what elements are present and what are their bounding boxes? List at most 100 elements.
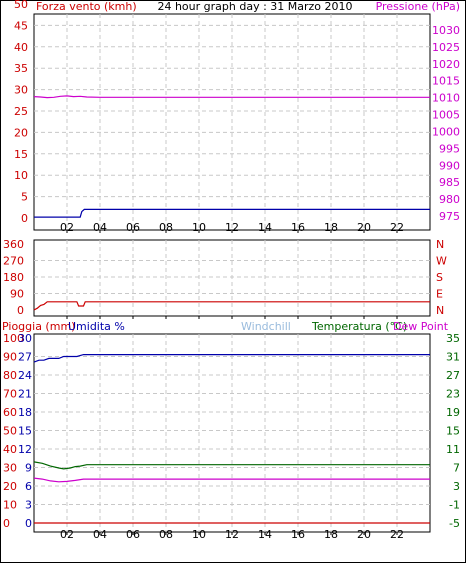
pressure-line [33, 95, 430, 99]
pressure-y-tick-label: 980 [439, 193, 460, 206]
direction-y-tick-label: 270 [3, 255, 24, 268]
wind-speed-line [34, 208, 430, 218]
wind-y-tick-label: 10 [14, 169, 28, 182]
rain-y-tick-label: 50 [3, 425, 17, 438]
x-tick-label: 16 [291, 221, 305, 234]
wind-y-tick-label: 45 [14, 19, 28, 32]
pressure-axis-title: Pressione (hPa) [376, 0, 460, 13]
rain-y-tick-label: 100 [3, 332, 24, 345]
x-tick-label: 14 [258, 528, 272, 541]
wind-direction-line [33, 301, 430, 311]
temperature-y-tick-label: 27 [446, 369, 460, 382]
compass-label: W [436, 255, 447, 268]
rain-humidity-temperature-chart: 0102030405060708090100036912151821242730… [3, 332, 460, 541]
humidity-y-tick-label: 18 [18, 406, 32, 419]
compass-label: E [436, 288, 443, 301]
rain-y-tick-label: 10 [3, 499, 17, 512]
temperature-y-tick-label: 7 [453, 462, 460, 475]
x-tick-label: 22 [390, 221, 404, 234]
x-tick-label: 16 [291, 528, 305, 541]
wind-y-tick-label: 0 [21, 212, 28, 225]
humidity-y-tick-label: 6 [25, 480, 32, 493]
x-tick-label: 14 [258, 221, 272, 234]
legend-humidity: Umidita % [68, 320, 125, 333]
pressure-y-tick-label: 1005 [432, 109, 460, 122]
pressure-y-tick-label: 985 [439, 176, 460, 189]
pressure-y-tick-label: 1015 [432, 75, 460, 88]
wind-axis-title: Forza vento (kmh) [36, 0, 137, 13]
rain-y-tick-label: 40 [3, 443, 17, 456]
rain-y-tick-label: 80 [3, 369, 17, 382]
humidity-y-tick-label: 15 [18, 425, 32, 438]
pressure-y-tick-label: 1000 [432, 125, 460, 138]
direction-y-tick-label: 360 [3, 238, 24, 251]
chart-title: 24 hour graph day : 31 Marzo 2010 [157, 0, 352, 13]
temperature-y-tick-label: -1 [449, 499, 460, 512]
humidity-y-tick-label: 21 [18, 388, 32, 401]
temperature-line [33, 461, 430, 470]
pressure-y-tick-label: 990 [439, 159, 460, 172]
rain-y-tick-label: 20 [3, 480, 17, 493]
wind-y-tick-label: 35 [14, 62, 28, 75]
pressure-y-tick-label: 1030 [432, 24, 460, 37]
legend-windchill: Windchill [241, 320, 291, 333]
x-tick-label: 12 [225, 528, 239, 541]
humidity-y-tick-label: 12 [18, 443, 32, 456]
legend-temperature: Temperatura (°C) [311, 320, 407, 333]
wind-y-tick-label: 15 [14, 148, 28, 161]
temperature-y-tick-label: 15 [446, 425, 460, 438]
wind-y-tick-label: 30 [14, 84, 28, 97]
pressure-y-tick-label: 995 [439, 142, 460, 155]
x-tick-label: 04 [93, 528, 107, 541]
x-tick-label: 20 [357, 528, 371, 541]
temperature-y-tick-label: 31 [446, 351, 460, 364]
x-tick-label: 22 [390, 528, 404, 541]
rain-y-tick-label: 60 [3, 406, 17, 419]
x-tick-label: 10 [192, 221, 206, 234]
wind-pressure-chart: 0510152025303540455097598098599099510001… [14, 0, 460, 234]
temperature-y-tick-label: 3 [453, 480, 460, 493]
pressure-y-tick-label: 1020 [432, 58, 460, 71]
legend-rain: Pioggia (mm) [2, 320, 75, 333]
compass-label: N [436, 238, 444, 251]
wind-y-tick-label: 50 [14, 0, 28, 11]
direction-y-tick-label: 180 [3, 271, 24, 284]
direction-y-tick-label: 0 [17, 304, 24, 317]
legend-dew-point: Dew Point [393, 320, 449, 333]
pressure-y-tick-label: 1010 [432, 92, 460, 105]
humidity-y-tick-label: 0 [25, 517, 32, 530]
dew-point-line [33, 477, 430, 483]
humidity-y-tick-label: 30 [18, 332, 32, 345]
humidity-y-tick-label: 3 [25, 499, 32, 512]
x-tick-label: 06 [126, 528, 140, 541]
x-tick-label: 10 [192, 528, 206, 541]
humidity-y-tick-label: 27 [18, 351, 32, 364]
temperature-y-tick-label: 19 [446, 406, 460, 419]
wind-y-tick-label: 20 [14, 126, 28, 139]
pressure-y-tick-label: 1025 [432, 41, 460, 54]
wind-y-tick-label: 5 [21, 191, 28, 204]
rain-y-tick-label: 30 [3, 462, 17, 475]
x-tick-label: 02 [60, 221, 74, 234]
compass-label: S [436, 271, 443, 284]
humidity-line [33, 354, 430, 363]
direction-y-tick-label: 90 [10, 288, 24, 301]
x-tick-label: 12 [225, 221, 239, 234]
temperature-y-tick-label: 23 [446, 388, 460, 401]
x-tick-label: 20 [357, 221, 371, 234]
x-tick-label: 04 [93, 221, 107, 234]
wind-y-tick-label: 40 [14, 41, 28, 54]
rain-y-tick-label: 90 [3, 351, 17, 364]
humidity-y-tick-label: 24 [18, 369, 32, 382]
temperature-y-tick-label: -5 [449, 517, 460, 530]
x-tick-label: 02 [60, 528, 74, 541]
x-tick-label: 06 [126, 221, 140, 234]
compass-label: N [436, 304, 444, 317]
x-tick-label: 18 [324, 528, 338, 541]
pressure-y-tick-label: 975 [439, 210, 460, 223]
x-tick-label: 18 [324, 221, 338, 234]
wind-y-tick-label: 25 [14, 105, 28, 118]
rain-y-tick-label: 70 [3, 388, 17, 401]
